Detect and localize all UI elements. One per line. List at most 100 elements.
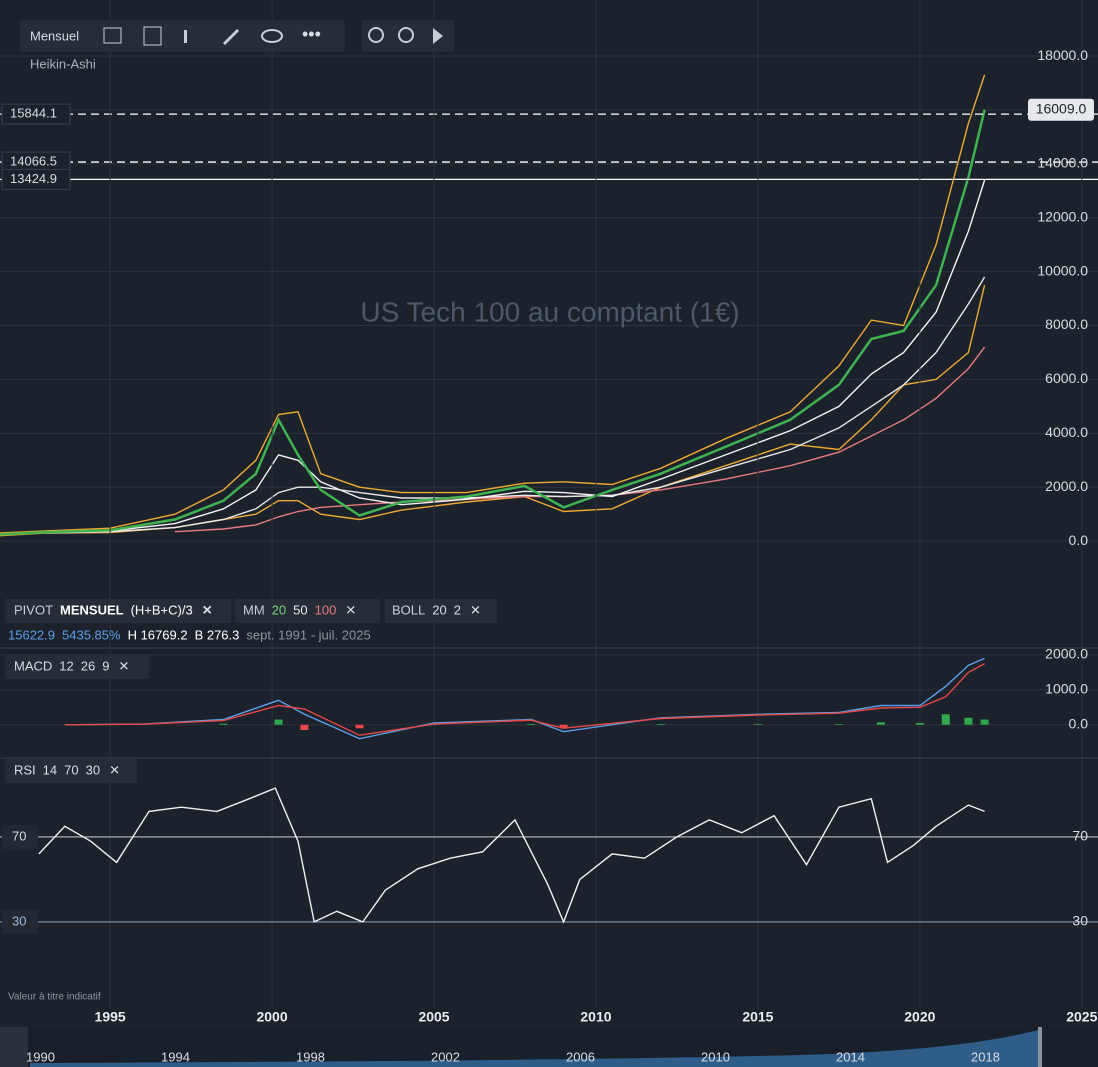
- navigator-label: 2018: [971, 1049, 1000, 1064]
- layout-icon[interactable]: [143, 26, 162, 46]
- rsi-legend: 70: [64, 762, 78, 777]
- pivot-legend: PIVOT: [14, 602, 53, 617]
- navigator-area: [30, 1030, 1038, 1067]
- series-line: [38, 787, 985, 924]
- rsi-legend: RSI: [14, 762, 36, 777]
- last-price-label: 16009.0: [1036, 100, 1087, 116]
- mm-legend: MM: [243, 602, 265, 617]
- navigator-label: 1994: [161, 1049, 190, 1064]
- stats-legend: B 276.3: [195, 627, 240, 642]
- boll-legend: 20: [432, 602, 446, 617]
- mm-legend: 20: [272, 602, 286, 617]
- y-tick-label: 0.0: [1069, 715, 1089, 731]
- series-line: [0, 109, 986, 536]
- close-button: ✕: [109, 762, 120, 777]
- y-tick-label: 8000.0: [1045, 316, 1088, 332]
- stats-legend: H 16769.2: [128, 627, 188, 642]
- macd-legend: 12: [59, 658, 73, 673]
- histogram-bar: [274, 719, 283, 725]
- macd-legend: 26: [81, 658, 95, 673]
- mm-legend: 50: [293, 602, 307, 617]
- histogram-bar: [527, 724, 536, 725]
- navigator-handle[interactable]: [1038, 1027, 1042, 1067]
- go-end[interactable]: [433, 28, 443, 44]
- x-tick-label: 2010: [580, 1009, 611, 1025]
- series-line: [45, 276, 986, 534]
- histogram-bar: [559, 724, 568, 729]
- watermark: US Tech 100 au comptant (1€): [360, 296, 739, 327]
- y-tick-label: 0.0: [1069, 532, 1089, 548]
- stats-legend: 5435.85%: [62, 627, 121, 642]
- macd-legend: 9: [102, 658, 109, 673]
- navigator-label: 2006: [566, 1049, 595, 1064]
- pivot-legend: (H+B+C)/3: [131, 602, 193, 617]
- level-badge: [2, 824, 38, 849]
- navigator-label: 1998: [296, 1049, 325, 1064]
- zoom-in[interactable]: [398, 27, 414, 43]
- navigator-label: 1990: [26, 1049, 55, 1064]
- level-badge: [2, 909, 38, 934]
- more-icon[interactable]: •••: [302, 24, 321, 44]
- chart-style: Heikin-Ashi: [30, 56, 96, 71]
- legend-box: [235, 599, 380, 623]
- legend-box: [5, 759, 137, 783]
- series-line: [0, 179, 986, 536]
- histogram-bar: [219, 723, 228, 725]
- x-tick-label: 2005: [418, 1009, 449, 1025]
- legend-box: [5, 655, 149, 679]
- close-button: ✕: [345, 602, 356, 617]
- y-tick-label: 6000.0: [1045, 370, 1088, 386]
- y-tick-label: 18000.0: [1037, 47, 1088, 63]
- y-tick-label: 10000.0: [1037, 262, 1088, 278]
- y-tick-label: 2000.0: [1045, 646, 1088, 662]
- histogram-bar: [753, 724, 762, 725]
- series-line: [64, 662, 985, 736]
- y-tick-label: 14000.0: [1037, 155, 1088, 171]
- x-tick-label: 2015: [742, 1009, 773, 1025]
- y-tick-label: 30: [1072, 913, 1088, 929]
- series-line: [0, 74, 986, 534]
- histogram-bar: [941, 714, 950, 725]
- pane: [0, 654, 1098, 740]
- rsi-legend: 14: [43, 762, 57, 777]
- price-level-badge: [1, 168, 71, 190]
- histogram-bar: [300, 724, 309, 730]
- price-level-label: 13424.9: [10, 171, 57, 186]
- last-price-badge: [1028, 98, 1094, 121]
- interval-button[interactable]: Mensuel: [30, 28, 79, 43]
- eye-icon[interactable]: [261, 29, 283, 43]
- histogram-bar: [915, 723, 924, 725]
- calc-icon[interactable]: [103, 27, 122, 44]
- series-line: [64, 657, 985, 740]
- navigator-label: 2014: [836, 1049, 865, 1064]
- y-level-label: 30: [12, 913, 26, 928]
- pane: [0, 787, 1098, 924]
- toolbar: [20, 20, 345, 52]
- price-level-badge: [1, 103, 71, 125]
- x-tick-label: 1995: [95, 1009, 126, 1025]
- close-button: ✕: [118, 658, 129, 673]
- legend-box: [5, 599, 231, 623]
- y-tick-label: 1000.0: [1045, 681, 1088, 697]
- histogram-bar: [834, 724, 843, 725]
- navigator-handle[interactable]: [0, 1027, 28, 1067]
- footnote: Valeur à titre indicatif: [8, 992, 101, 1003]
- draw-icon[interactable]: [222, 28, 240, 46]
- y-tick-label: 4000.0: [1045, 424, 1088, 440]
- mm-legend: 100: [315, 602, 337, 617]
- histogram-bar: [964, 717, 973, 725]
- x-tick-label: 2020: [904, 1009, 935, 1025]
- y-tick-label: 12000.0: [1037, 208, 1088, 224]
- x-tick-label: 2000: [256, 1009, 287, 1025]
- zoom-toolbar: [362, 20, 454, 52]
- stats-legend: 15622.9: [8, 627, 55, 642]
- indicator-icon[interactable]: [184, 30, 187, 43]
- legend-box: [385, 599, 497, 623]
- y-level-label: 70: [12, 828, 26, 843]
- zoom-out[interactable]: [368, 27, 384, 43]
- close-button: ✕: [470, 602, 481, 617]
- rsi-legend: 30: [86, 762, 100, 777]
- y-tick-label: 2000.0: [1045, 478, 1088, 494]
